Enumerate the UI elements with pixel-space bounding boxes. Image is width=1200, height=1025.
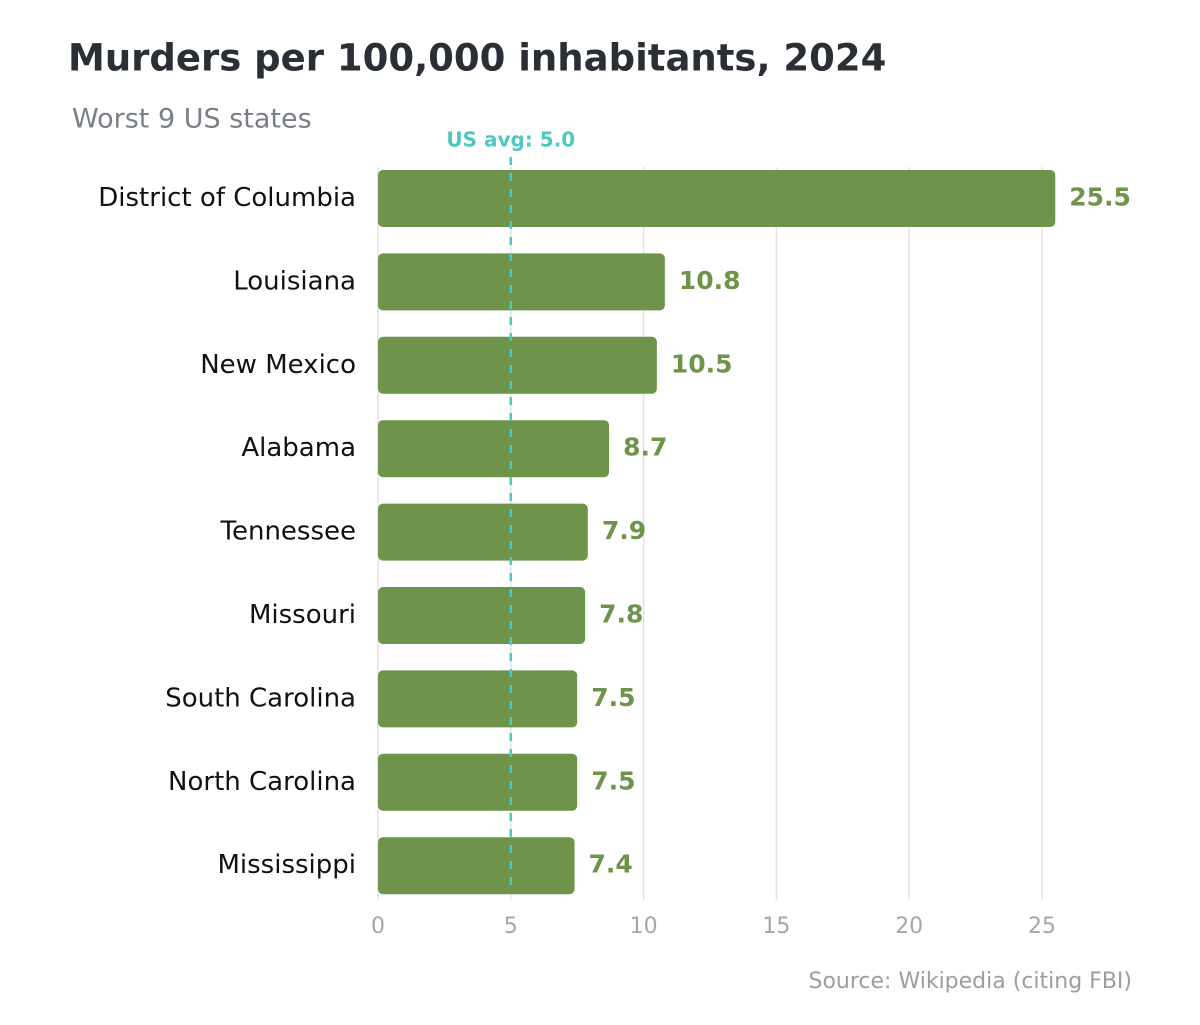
reference-label: US avg: 5.0 — [446, 128, 575, 152]
value-label: 8.7 — [623, 433, 667, 462]
bar — [378, 170, 1056, 227]
y-tick-label: Tennessee — [220, 517, 357, 547]
x-tick-label: 25 — [1028, 914, 1056, 939]
bar — [378, 587, 586, 644]
x-tick-label: 0 — [371, 914, 385, 939]
value-label: 25.5 — [1069, 183, 1131, 212]
y-tick-label: North Carolina — [168, 767, 356, 797]
bar — [378, 503, 588, 561]
bar — [378, 336, 657, 394]
value-label: 10.8 — [679, 266, 741, 295]
y-tick-label: Louisiana — [233, 266, 356, 296]
bar — [378, 420, 610, 478]
bar — [378, 837, 575, 895]
y-tick-label: New Mexico — [200, 350, 356, 380]
chart-subtitle: Worst 9 US states — [72, 104, 312, 135]
x-tick-label: 10 — [630, 914, 658, 939]
value-label: 7.4 — [589, 850, 633, 879]
source-note: Source: Wikipedia (citing FBI) — [808, 969, 1132, 994]
bar — [378, 753, 578, 811]
value-label: 7.9 — [602, 516, 646, 545]
bar — [378, 253, 665, 311]
bar-layer: District of Columbia 25.5 Louisiana 10.8 New… — [98, 170, 1131, 895]
chart-title: Murders per 100,000 inhabitants, 2024 — [68, 37, 886, 80]
value-label: 7.5 — [591, 766, 635, 795]
value-label: 10.5 — [671, 349, 733, 378]
y-tick-label: Alabama — [241, 433, 356, 463]
reference-layer: US avg: 5.0 — [446, 128, 575, 893]
value-label: 7.5 — [591, 683, 635, 712]
y-tick-label: Mississippi — [217, 850, 356, 880]
bar — [378, 670, 578, 728]
value-label: 7.8 — [599, 600, 643, 629]
y-tick-label: South Carolina — [165, 683, 356, 713]
y-tick-label: District of Columbia — [98, 183, 356, 213]
y-tick-label: Missouri — [249, 600, 356, 630]
x-tick-label: 15 — [762, 914, 790, 939]
x-tick-label: 5 — [504, 914, 518, 939]
x-tick-label: 20 — [895, 914, 923, 939]
